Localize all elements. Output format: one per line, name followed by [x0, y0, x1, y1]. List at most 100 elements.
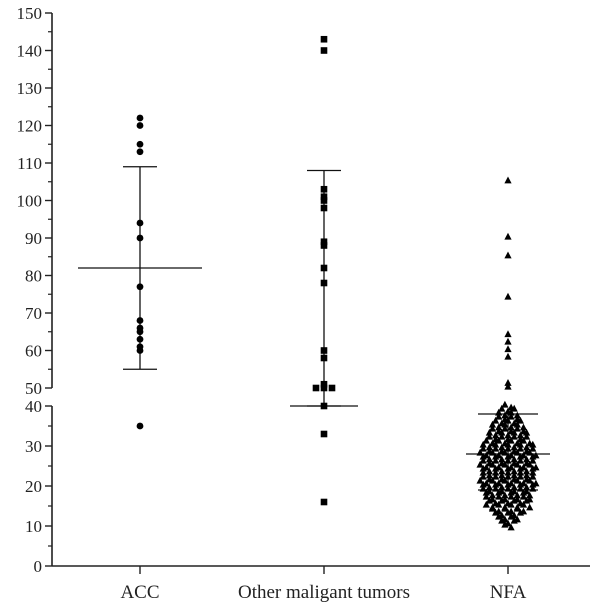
data-point [320, 242, 328, 249]
data-point [488, 439, 497, 447]
data-point [136, 347, 144, 354]
data-point [320, 197, 328, 204]
data-point [482, 500, 490, 508]
y-tick-label: 120 [17, 117, 43, 136]
data-point [516, 472, 524, 480]
data-point [498, 483, 506, 491]
data-point [476, 476, 484, 484]
y-tick-label: 140 [17, 42, 43, 61]
data-point [529, 468, 537, 476]
data-point [519, 492, 528, 500]
data-point [485, 455, 493, 463]
data-point [495, 492, 503, 500]
data-point [136, 335, 144, 343]
data-point [501, 415, 509, 423]
y-tick-label: 30 [25, 437, 42, 456]
data-point [495, 412, 503, 420]
data-point [523, 455, 531, 463]
data-point [519, 427, 528, 435]
data-point [510, 419, 518, 427]
data-point [510, 471, 518, 479]
data-point [492, 435, 500, 443]
y-tick-label: 110 [17, 154, 42, 173]
data-point [320, 498, 328, 506]
data-point [523, 467, 531, 475]
data-point [488, 420, 497, 428]
data-point [519, 479, 528, 487]
axis-labels: 50 60 70 80 90 100 110 120 130 140 150 0 10 20 30 40 ACC… [17, 4, 527, 603]
data-point [513, 424, 521, 432]
data-point [526, 503, 534, 511]
data-point [320, 402, 328, 410]
data-point [136, 122, 144, 129]
data-point [482, 436, 490, 444]
data-point [504, 407, 512, 415]
mean-sd-bars [78, 166, 550, 491]
data-point [516, 468, 524, 476]
data-point [485, 475, 493, 483]
data-point [526, 495, 534, 503]
data-point [507, 507, 515, 515]
data-point [529, 444, 537, 452]
data-point [529, 472, 537, 480]
data-point [516, 499, 524, 507]
data-point [507, 523, 515, 531]
data-point [510, 483, 518, 491]
data-point [492, 431, 500, 439]
y-tick-label: 130 [17, 79, 43, 98]
y-tick-label: 100 [17, 192, 43, 211]
data-point [320, 238, 328, 246]
data-point [516, 484, 524, 492]
data-point [498, 455, 506, 463]
data-points [136, 35, 540, 531]
data-point [328, 384, 336, 392]
data-point [136, 219, 144, 227]
y-tick-label: 90 [25, 229, 42, 248]
y-tick-label: 40 [25, 397, 42, 416]
data-point [501, 503, 509, 511]
data-point [136, 283, 144, 291]
data-point [504, 499, 512, 507]
data-point [485, 471, 493, 479]
data-point [501, 515, 509, 523]
data-point [488, 491, 497, 499]
data-point [498, 419, 506, 427]
data-point [513, 495, 521, 503]
data-point [510, 459, 518, 467]
data-point [504, 484, 512, 492]
data-point [495, 507, 503, 515]
data-point [513, 491, 521, 499]
data-point [519, 463, 528, 471]
data-point [507, 492, 515, 500]
data-point [526, 491, 534, 499]
data-point [501, 439, 509, 447]
data-point [504, 456, 512, 464]
data-point [498, 432, 506, 440]
data-point [495, 408, 503, 416]
data-point [504, 379, 512, 386]
data-point [501, 411, 509, 419]
data-point [504, 251, 512, 259]
data-point [504, 468, 512, 476]
data-point [523, 459, 531, 467]
data-point [510, 475, 518, 483]
data-point [504, 337, 512, 345]
data-point [529, 456, 537, 464]
data-point [513, 439, 521, 447]
data-point [492, 456, 500, 464]
data-point [510, 447, 518, 455]
data-point [523, 443, 531, 451]
data-point [495, 423, 503, 431]
data-point [523, 471, 531, 479]
data-point [510, 511, 518, 519]
data-point [320, 35, 328, 43]
y-tick-label: 50 [25, 379, 42, 398]
data-point [504, 352, 512, 360]
data-point [320, 380, 328, 388]
data-point [495, 479, 503, 487]
y-tick-label: 60 [25, 342, 42, 361]
data-point [320, 384, 328, 392]
data-point [510, 432, 518, 440]
data-point [495, 451, 503, 459]
